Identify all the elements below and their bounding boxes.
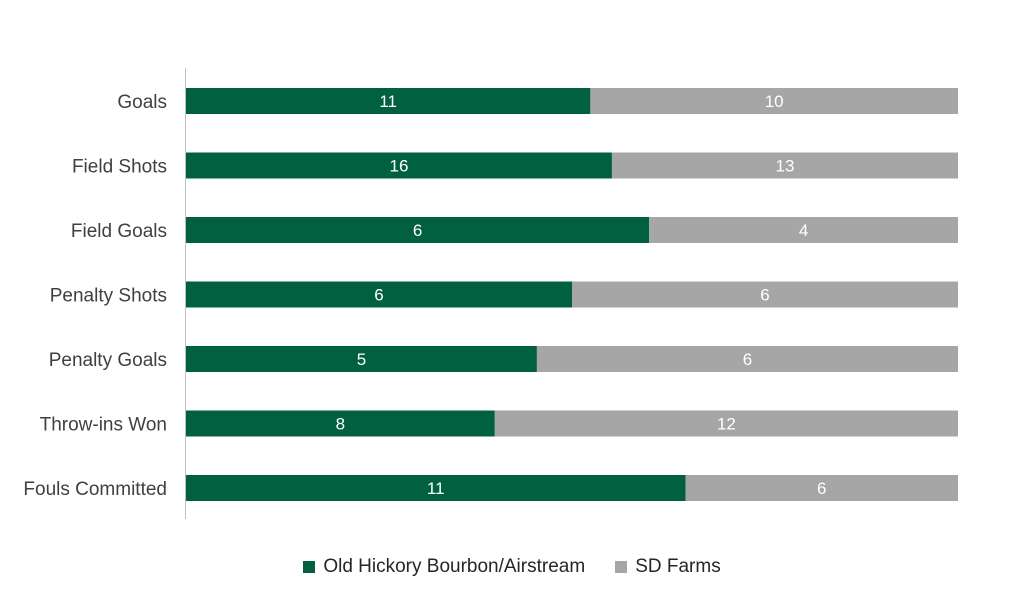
bar-segment: [494, 410, 958, 437]
bar-segment: [186, 475, 686, 501]
data-label: 4: [799, 221, 808, 240]
category-labels: Goals Field Shots Field Goals Penalty Shots…: [23, 92, 167, 500]
bar-segment: [572, 281, 958, 308]
bar-segment: [186, 346, 537, 372]
category-label: Goals: [117, 92, 167, 113]
legend-label: Old Hickory Bourbon/Airstream: [323, 556, 586, 577]
data-label: 6: [760, 286, 769, 305]
legend-item-series-1: SD Farms: [615, 556, 721, 578]
legend-swatch: [303, 561, 316, 573]
bar-segment: [186, 152, 612, 179]
data-label: 5: [357, 350, 366, 369]
bar-segment: [186, 410, 495, 437]
legend: Old Hickory Bourbon/Airstream SD Farms: [0, 556, 1024, 578]
bar-segment: [186, 281, 572, 308]
bars-group: 11 10 16 13 6 4 6 6 5 6 8 12 11 6: [186, 88, 958, 501]
data-label: 13: [776, 157, 795, 176]
data-label: 11: [427, 479, 445, 498]
category-label: Fouls Committed: [23, 479, 167, 500]
data-label: 11: [379, 92, 397, 111]
data-label: 6: [374, 286, 383, 305]
category-label: Penalty Shots: [50, 286, 167, 307]
bar-segment: [685, 475, 958, 501]
bar-segment: [649, 217, 958, 243]
legend-swatch: [615, 561, 628, 573]
data-label: 6: [743, 350, 752, 369]
data-label: 10: [765, 92, 784, 111]
bar-segment: [536, 346, 958, 372]
bar-segment: [590, 88, 958, 114]
data-label: 6: [817, 479, 826, 498]
data-label: 12: [717, 415, 736, 434]
data-label: 6: [413, 221, 422, 240]
category-label: Field Shots: [72, 157, 167, 178]
data-label: 8: [336, 415, 345, 434]
data-label: 16: [390, 157, 409, 176]
category-label: Penalty Goals: [49, 350, 167, 371]
bar-segment: [611, 152, 958, 179]
legend-item-series-0: Old Hickory Bourbon/Airstream: [303, 556, 585, 578]
chart-plot: 11 10 16 13 6 4 6 6 5 6 8 12 11 6 Goals Field Shots Fie…: [23, 68, 958, 519]
legend-label: SD Farms: [635, 556, 721, 577]
category-label: Throw-ins Won: [40, 415, 167, 436]
category-label: Field Goals: [71, 221, 167, 242]
bar-segment: [186, 88, 591, 114]
bar-segment: [186, 217, 650, 243]
